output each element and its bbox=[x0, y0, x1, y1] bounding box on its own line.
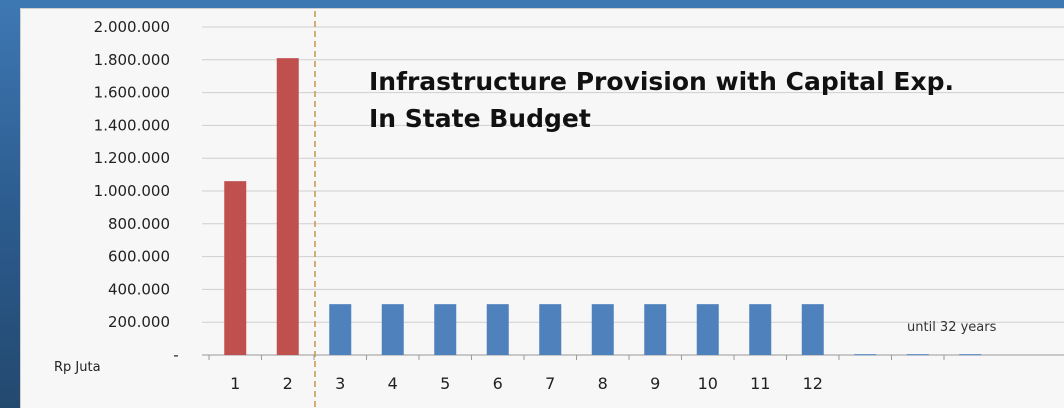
x-tick-label: 10 bbox=[698, 374, 718, 393]
y-tick-label: - bbox=[173, 346, 178, 364]
bars bbox=[224, 58, 982, 356]
x-tick-label: 7 bbox=[545, 374, 555, 393]
bar-extra-13 bbox=[854, 354, 877, 356]
x-tick-label: 12 bbox=[803, 374, 823, 393]
x-tick-label: 8 bbox=[598, 374, 608, 393]
bar-extra-15 bbox=[959, 354, 982, 356]
x-tick-label: 11 bbox=[750, 374, 770, 393]
y-tick-label: 600.000 bbox=[108, 248, 170, 266]
y-tick-label: 800.000 bbox=[108, 215, 170, 233]
x-tick-label: 2 bbox=[283, 374, 293, 393]
x-axis-ticks: 1 2 3 4 5 6 7 8 9 10 11 12 bbox=[208, 355, 945, 393]
bar-12 bbox=[801, 304, 824, 355]
bar-6 bbox=[486, 304, 509, 355]
chart-panel: 2.000.000 1.800.000 1.600.000 1.400.000 1.20… bbox=[20, 8, 1064, 408]
chart-title-line-2: In State Budget bbox=[369, 104, 591, 133]
bar-11 bbox=[749, 304, 772, 355]
y-tick-label: 1.200.000 bbox=[94, 149, 170, 167]
x-tick-label: 3 bbox=[335, 374, 345, 393]
x-tick-label: 1 bbox=[230, 374, 240, 393]
bar-9 bbox=[644, 304, 667, 355]
bar-2 bbox=[276, 58, 299, 355]
bar-8 bbox=[591, 304, 614, 355]
bar-10 bbox=[696, 304, 719, 355]
x-tick-label: 9 bbox=[650, 374, 660, 393]
bar-5 bbox=[434, 304, 457, 355]
y-tick-label: 400.000 bbox=[108, 280, 170, 298]
bar-chart: 2.000.000 1.800.000 1.600.000 1.400.000 1.20… bbox=[54, 11, 1064, 408]
x-tick-label: 6 bbox=[493, 374, 503, 393]
bar-7 bbox=[539, 304, 562, 355]
y-tick-label: 200.000 bbox=[108, 313, 170, 331]
y-tick-label: 2.000.000 bbox=[94, 18, 170, 36]
y-tick-label: 1.800.000 bbox=[94, 51, 170, 69]
y-tick-label: 1.400.000 bbox=[94, 116, 170, 134]
y-axis-unit-label: Rp Juta bbox=[54, 360, 101, 375]
chart-title-line-1: Infrastructure Provision with Capital Ex… bbox=[369, 67, 954, 96]
y-tick-label: 1.000.000 bbox=[94, 182, 170, 200]
y-tick-label: 1.600.000 bbox=[94, 84, 170, 102]
bar-4 bbox=[381, 304, 404, 355]
x-tick-label: 5 bbox=[440, 374, 450, 393]
x-tick-label: 4 bbox=[388, 374, 398, 393]
annotation-until-32-years: until 32 years bbox=[907, 320, 997, 335]
y-axis-ticks: 2.000.000 1.800.000 1.600.000 1.400.000 1.20… bbox=[94, 18, 179, 364]
bar-3 bbox=[329, 304, 352, 355]
bar-1 bbox=[224, 181, 247, 355]
bar-extra-14 bbox=[906, 354, 929, 356]
